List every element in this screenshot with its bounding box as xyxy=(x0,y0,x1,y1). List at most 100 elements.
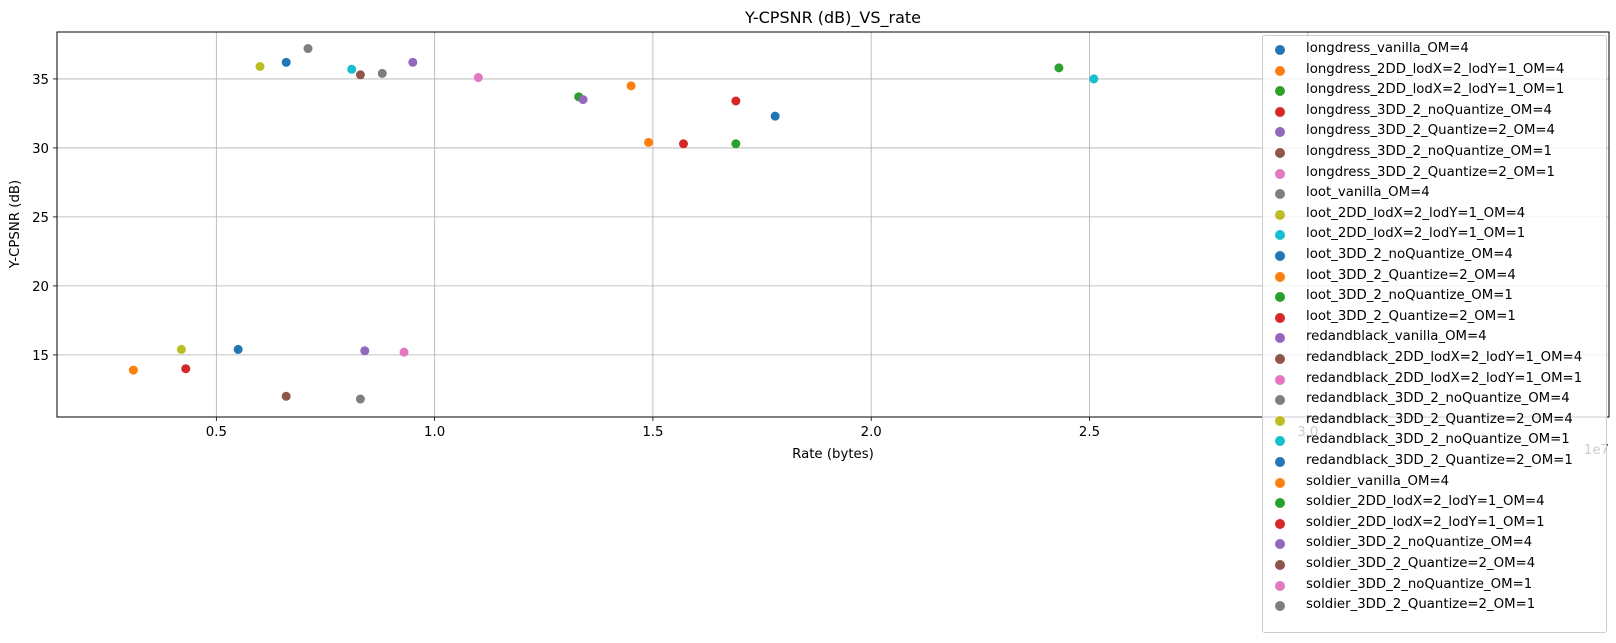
y-tick-label: 25 xyxy=(32,211,49,226)
legend-item: loot_2DD_lodX=2_lodY=1_OM=4 xyxy=(1263,205,1608,225)
legend-marker xyxy=(1275,209,1285,220)
legend-item: longdress_2DD_lodX=2_lodY=1_OM=1 xyxy=(1263,81,1608,101)
legend-label: loot_3DD_2_noQuantize_OM=1 xyxy=(1306,288,1513,304)
x-tick-label: 1.5 xyxy=(642,425,663,440)
legend-item: longdress_3DD_2_noQuantize_OM=4 xyxy=(1263,102,1608,122)
data-point xyxy=(626,81,636,91)
legend-item: redandblack_3DD_2_noQuantize_OM=1 xyxy=(1263,431,1608,451)
data-point xyxy=(678,139,688,149)
legend-marker xyxy=(1275,45,1285,55)
data-point xyxy=(731,96,741,106)
legend-marker xyxy=(1275,65,1285,76)
y-tick-label: 20 xyxy=(32,280,49,295)
legend-marker xyxy=(1275,477,1285,488)
legend-label: redandblack_3DD_2_noQuantize_OM=1 xyxy=(1306,432,1570,448)
legend-item: soldier_vanilla_OM=4 xyxy=(1263,473,1608,493)
legend-item: longdress_vanilla_OM=4 xyxy=(1263,40,1608,60)
legend-label: loot_3DD_2_noQuantize_OM=4 xyxy=(1306,247,1513,262)
legend-label: redandblack_3DD_2_Quantize=2_OM=4 xyxy=(1306,411,1573,427)
legend-item: soldier_3DD_2_Quantize=2_OM=1 xyxy=(1263,596,1608,616)
legend-label: longdress_2DD_lodX=2_lodY=1_OM=4 xyxy=(1306,61,1565,77)
legend-marker xyxy=(1275,518,1285,529)
legend-item: soldier_2DD_lodX=2_lodY=1_OM=1 xyxy=(1263,514,1608,534)
x-tick-label: 2.0 xyxy=(861,425,882,440)
legend-marker xyxy=(1275,86,1285,97)
legend-marker xyxy=(1275,457,1285,467)
legend-label: longdress_3DD_2_noQuantize_OM=1 xyxy=(1306,144,1552,159)
legend-label: soldier_3DD_2_Quantize=2_OM=4 xyxy=(1306,556,1536,571)
legend-item: loot_3DD_2_noQuantize_OM=1 xyxy=(1263,287,1608,307)
legend-item: longdress_2DD_lodX=2_lodY=1_OM=4 xyxy=(1263,61,1608,81)
legend-marker xyxy=(1275,395,1285,406)
data-point xyxy=(176,344,186,354)
legend-item: longdress_3DD_2_noQuantize_OM=1 xyxy=(1263,143,1608,163)
legend-marker xyxy=(1275,127,1285,138)
legend-label: redandblack_vanilla_OM=4 xyxy=(1306,329,1487,345)
legend-marker xyxy=(1275,251,1285,261)
data-point xyxy=(347,64,357,74)
legend-marker xyxy=(1275,271,1285,282)
legend-item: soldier_3DD_2_Quantize=2_OM=4 xyxy=(1263,555,1608,575)
legend-label: loot_2DD_lodX=2_lodY=1_OM=4 xyxy=(1306,205,1526,221)
data-point xyxy=(181,364,191,374)
data-point xyxy=(731,139,741,149)
legend-item: soldier_3DD_2_noQuantize_OM=4 xyxy=(1263,534,1608,554)
legend-label: loot_vanilla_OM=4 xyxy=(1306,185,1430,201)
legend-label: soldier_3DD_2_noQuantize_OM=1 xyxy=(1306,576,1533,592)
legend-marker xyxy=(1275,230,1285,241)
y-axis-ticks: 15 20 25 30 35 xyxy=(32,73,57,364)
data-point xyxy=(578,95,588,105)
legend-item: loot_3DD_2_Quantize=2_OM=4 xyxy=(1263,267,1608,287)
legend-label: soldier_2DD_lodX=2_lodY=1_OM=4 xyxy=(1306,494,1545,510)
legend-marker xyxy=(1275,148,1285,158)
legend-item: redandblack_2DD_lodX=2_lodY=1_OM=1 xyxy=(1263,370,1608,390)
data-point xyxy=(355,394,365,404)
legend-label: soldier_3DD_2_Quantize=2_OM=1 xyxy=(1306,597,1536,613)
y-tick-label: 30 xyxy=(32,142,49,157)
data-point xyxy=(233,344,243,354)
data-point xyxy=(303,44,313,54)
legend-item: loot_vanilla_OM=4 xyxy=(1263,184,1608,204)
legend-label: redandblack_3DD_2_noQuantize_OM=4 xyxy=(1306,391,1570,407)
y-tick-label: 35 xyxy=(32,73,49,88)
x-tick-label: 2.5 xyxy=(1079,425,1100,440)
legend-item: redandblack_3DD_2_Quantize=2_OM=1 xyxy=(1263,452,1608,472)
legend-marker xyxy=(1275,333,1285,344)
legend-item: redandblack_3DD_2_Quantize=2_OM=4 xyxy=(1263,411,1608,431)
legend-item: redandblack_vanilla_OM=4 xyxy=(1263,328,1608,348)
legend-marker xyxy=(1275,354,1285,364)
x-tick-label: 0.5 xyxy=(206,425,227,440)
data-point xyxy=(644,137,654,147)
legend-item: soldier_3DD_2_noQuantize_OM=1 xyxy=(1263,576,1608,596)
legend-label: redandblack_2DD_lodX=2_lodY=1_OM=4 xyxy=(1306,350,1583,365)
data-point xyxy=(473,73,483,83)
legend-item: longdress_3DD_2_Quantize=2_OM=1 xyxy=(1263,164,1608,184)
legend-label: loot_3DD_2_Quantize=2_OM=1 xyxy=(1306,308,1516,324)
legend-marker xyxy=(1275,560,1285,570)
legend-label: longdress_2DD_lodX=2_lodY=1_OM=1 xyxy=(1306,82,1565,98)
data-point xyxy=(1054,63,1064,73)
data-point xyxy=(399,347,409,357)
x-axis-label: Rate (bytes) xyxy=(792,447,874,462)
data-point xyxy=(281,391,291,401)
legend-marker xyxy=(1275,415,1285,426)
legend-marker xyxy=(1275,189,1285,200)
legend-label: loot_3DD_2_Quantize=2_OM=4 xyxy=(1306,267,1516,283)
legend-marker xyxy=(1275,436,1285,447)
data-points xyxy=(128,44,1099,404)
legend-item: loot_2DD_lodX=2_lodY=1_OM=1 xyxy=(1263,225,1608,245)
legend-label: soldier_2DD_lodX=2_lodY=1_OM=1 xyxy=(1306,514,1545,530)
legend-marker xyxy=(1275,312,1285,323)
legend-marker xyxy=(1275,580,1285,591)
legend-item: loot_3DD_2_Quantize=2_OM=1 xyxy=(1263,308,1608,328)
legend-marker xyxy=(1275,498,1285,509)
data-point xyxy=(281,57,291,67)
data-point xyxy=(255,61,265,71)
data-point xyxy=(360,346,370,356)
data-point xyxy=(1089,74,1099,84)
data-point xyxy=(408,57,418,67)
x-tick-label: 1.0 xyxy=(424,425,445,440)
legend-item: loot_3DD_2_noQuantize_OM=4 xyxy=(1263,246,1608,266)
legend-marker xyxy=(1275,539,1285,550)
legend-label: longdress_3DD_2_Quantize=2_OM=4 xyxy=(1306,123,1556,139)
